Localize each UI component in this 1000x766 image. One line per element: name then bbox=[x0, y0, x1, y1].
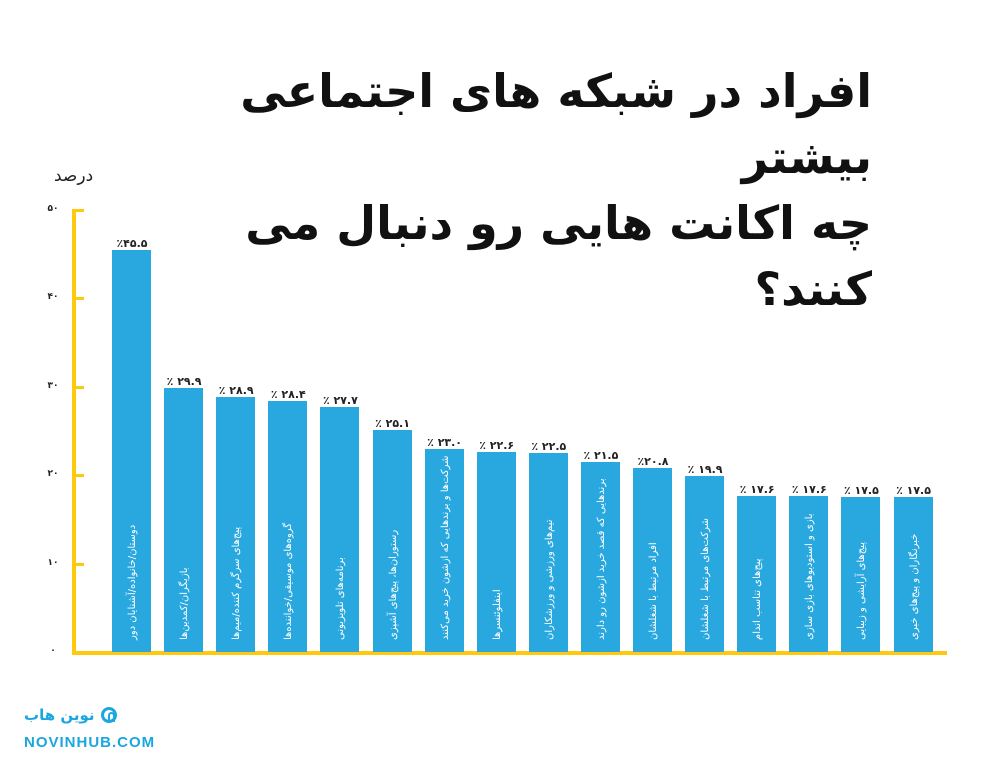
brand-logo: نوین هاب bbox=[24, 706, 117, 724]
bar-value-label: ٪ ۱۹.۹ bbox=[687, 463, 723, 477]
bar: شرکت‌ها و برندهایی که ازشون خرید می‌کنند bbox=[424, 448, 464, 652]
bar-category-label: رستوران‌ها، پیج‌های آشپزی bbox=[387, 529, 399, 640]
bar-category-label: دوستان/خانواده/آشنایان دور bbox=[127, 524, 138, 640]
chart-title: افراد در شبکه های اجتماعی بیشتر چه اکانت… bbox=[112, 58, 873, 322]
y-tick-label: ۱۰ bbox=[47, 557, 59, 568]
bar: بازیگران/کمدین‌ها bbox=[164, 387, 204, 652]
bar: گروه‌های موسیقی/خواننده‌ها bbox=[268, 400, 308, 652]
y-axis-label: درصد bbox=[54, 166, 94, 186]
bar: رستوران‌ها، پیج‌های آشپزی bbox=[372, 430, 412, 652]
brand-name: نوین هاب bbox=[24, 706, 95, 724]
bar-value-label: ٪ ۲۲.۵ bbox=[531, 440, 567, 454]
y-tick-label: ۳۰ bbox=[47, 380, 59, 391]
bar-category-label: پیج‌های سرگرم کننده/میم‌ها bbox=[231, 526, 243, 640]
bar: بازی و استودیوهای بازی سازی bbox=[789, 496, 829, 652]
bar-category-label: برنامه‌های تلویزیونی bbox=[335, 557, 347, 640]
bar-value-label: ٪ ۱۷.۵ bbox=[896, 484, 931, 498]
bar-category-label: اینفلوئنسرها bbox=[491, 589, 503, 640]
bar-value-label: ٪ ۱۷.۶ bbox=[739, 483, 775, 497]
bar-category-label: بازی و استودیوهای بازی سازی bbox=[804, 513, 816, 640]
brand-site: NOVINHUB.COM bbox=[24, 734, 156, 751]
y-tick-label: ۵۰ bbox=[47, 204, 59, 214]
bar-value-label: ٪ ۲۱.۵ bbox=[583, 448, 619, 462]
bar-value-label: ٪ ۱۷.۶ bbox=[791, 483, 827, 497]
bar-category-label: پیج‌های آرایشی و زیبایی bbox=[856, 541, 868, 640]
y-tick bbox=[72, 562, 84, 566]
bar-value-label: ٪ ۱۷.۵ bbox=[843, 484, 879, 498]
y-tick-label: ۴۰ bbox=[47, 292, 59, 303]
y-axis-line bbox=[72, 209, 76, 654]
novinhub-logo-icon bbox=[100, 707, 117, 723]
bar-category-label: شرکت‌ها و برندهایی که ازشون خرید می‌کنند bbox=[439, 455, 451, 640]
bar: افراد مرتبط با شغلشان bbox=[633, 468, 672, 652]
bar-value-label: ٪۲۰.۸ bbox=[637, 455, 669, 469]
bar: تیم‌های ورزشی و ورزشکاران bbox=[528, 453, 568, 652]
bar-category-label: تیم‌های ورزشی و ورزشکاران bbox=[543, 519, 555, 640]
bar-category-label: خبرنگاران و پیج‌های خبری bbox=[908, 533, 920, 640]
y-tick bbox=[72, 209, 84, 212]
bar-category-label: گروه‌های موسیقی/خواننده‌ها bbox=[283, 522, 295, 640]
bar-value-label: ٪ ۲۸.۴ bbox=[270, 387, 306, 401]
y-tick bbox=[72, 474, 84, 478]
bar-value-label: ٪ ۲۹.۹ bbox=[166, 374, 202, 388]
bar-category-label: برندهایی که قصد خرید ازشون رو دارند bbox=[595, 478, 607, 640]
bar: خبرنگاران و پیج‌های خبری bbox=[893, 497, 933, 652]
y-tick bbox=[72, 297, 84, 301]
bar-category-label: بازیگران/کمدین‌ها bbox=[179, 567, 191, 640]
bar: برنامه‌های تلویزیونی bbox=[320, 407, 360, 652]
bar-value-label: ٪ ۲۷.۷ bbox=[322, 394, 358, 408]
bar: پیج‌های سرگرم کننده/میم‌ها bbox=[216, 396, 256, 652]
bar: شرکت‌های مرتبط با شغلشان bbox=[685, 476, 725, 652]
bar-value-label: ٪ ۲۳.۰ bbox=[427, 435, 463, 449]
chart-title-line-2: چه اکانت هایی رو دنبال می کنند؟ bbox=[245, 196, 873, 316]
bar-value-label: ٪ ۲۲.۶ bbox=[479, 439, 515, 453]
x-axis-line bbox=[72, 651, 947, 655]
bar: پیج‌های آرایشی و زیبایی bbox=[841, 497, 881, 652]
bar-value-label: ٪ ۲۸.۹ bbox=[218, 383, 254, 397]
bar: برندهایی که قصد خرید ازشون رو دارند bbox=[580, 461, 620, 652]
bar: اینفلوئنسرها bbox=[476, 452, 516, 652]
bar-value-label: ٪۴۵.۵ bbox=[116, 236, 148, 250]
bar-category-label: پیج‌های تناسب اندام bbox=[752, 558, 764, 640]
bar-category-label: افراد مرتبط با شغلشان bbox=[648, 542, 659, 640]
bar-value-label: ٪ ۲۵.۱ bbox=[375, 417, 410, 431]
bar-category-label: شرکت‌های مرتبط با شغلشان bbox=[700, 518, 712, 640]
y-tick-label: ۲۰ bbox=[47, 469, 59, 480]
y-tick-label: ۰ bbox=[50, 646, 56, 656]
bar: دوستان/خانواده/آشنایان دور bbox=[112, 249, 151, 652]
chart-title-line-1: افراد در شبکه های اجتماعی بیشتر bbox=[240, 64, 873, 184]
y-tick bbox=[72, 385, 84, 389]
bar: پیج‌های تناسب اندام bbox=[737, 496, 777, 652]
